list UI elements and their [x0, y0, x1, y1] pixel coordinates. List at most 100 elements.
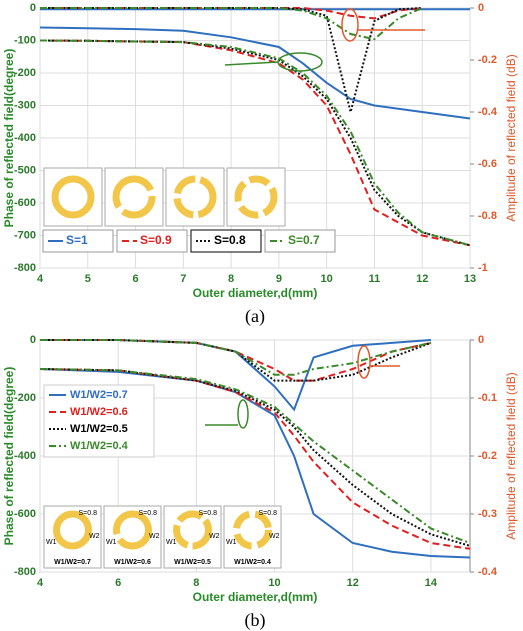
legend-box: [116, 229, 188, 253]
y-tick-label: -800: [14, 566, 36, 578]
y-axis-label: Phase of reflected field(degree): [2, 367, 16, 546]
x-tick-label: 5: [85, 273, 91, 285]
y2-tick-label: 0: [478, 334, 484, 346]
legend-label: S=0.9: [140, 233, 172, 247]
series-line: [39, 39, 471, 247]
inset-w1-label: W1: [46, 539, 57, 546]
ring-shape: [173, 175, 217, 219]
y-tick-label: 0: [30, 2, 36, 14]
annotation-shape: [341, 8, 359, 42]
y2-tick-label: -0.4: [478, 566, 498, 578]
legend-label: W1/W2=0.7: [70, 389, 128, 401]
inset-s-label: S=0.8: [139, 510, 158, 517]
inset-s-label: S=0.8: [79, 510, 98, 517]
inset-w2-label: W2: [149, 533, 160, 540]
y2-tick-label: -0.8: [478, 210, 497, 222]
inset-s-label: S=0.8: [199, 510, 218, 517]
y-tick-label: -200: [14, 67, 36, 79]
legend-box: [190, 229, 262, 253]
legend-frame: [43, 384, 155, 458]
inset-w1-label: W1: [166, 539, 177, 546]
x-tick-label: 8: [228, 273, 234, 285]
x-tick-label: 4: [37, 273, 44, 285]
ring-shape: [53, 510, 92, 550]
inset-w2-label: W2: [209, 533, 220, 540]
y-tick-label: -300: [14, 99, 36, 111]
x-tick-label: 10: [321, 273, 333, 285]
x-axis-label: Outer diameter,d(mm): [193, 590, 318, 604]
x-tick-label: 9: [276, 273, 282, 285]
x-tick-label: 13: [464, 273, 476, 285]
series-line: [40, 339, 432, 382]
x-tick-label: 6: [115, 577, 121, 589]
x-tick-label: 6: [132, 273, 138, 285]
ring-shape: [113, 510, 152, 550]
x-tick-label: 10: [268, 577, 280, 589]
ring-shape: [51, 175, 95, 219]
y-tick-label: -100: [14, 34, 36, 46]
series-line: [39, 368, 471, 547]
series-line: [39, 39, 471, 247]
inset-caption: W1/W2=0.7: [54, 559, 91, 566]
series-line: [40, 339, 432, 376]
inset-box: [223, 505, 282, 569]
series-line: [39, 26, 471, 120]
y-tick-label: -200: [14, 392, 36, 404]
y-tick-label: -400: [14, 132, 36, 144]
y2-tick-label: -0.2: [478, 54, 497, 66]
legend-box: [264, 229, 336, 253]
series-line: [39, 368, 471, 544]
ring-shape: [112, 175, 156, 219]
y-tick-label: -600: [14, 197, 36, 209]
legend-label: W1/W2=0.4: [70, 440, 129, 452]
insets: [43, 167, 286, 227]
inset-w1-label: W1: [106, 539, 117, 546]
y2-axis-label: Amplitude of reflected field (dB): [504, 54, 518, 221]
y2-tick-label: -0.3: [478, 508, 497, 520]
y2-tick-label: -1: [478, 262, 488, 274]
x-tick-label: 7: [180, 273, 186, 285]
y2-tick-label: -0.6: [478, 158, 497, 170]
ring-shape: [234, 175, 278, 219]
inset-w1-label: W1: [226, 539, 237, 546]
legend-label: S=0.7: [288, 233, 320, 247]
x-tick-label: 8: [193, 577, 199, 589]
inset-s-label: S=0.8: [259, 510, 278, 517]
y-tick-label: -700: [14, 229, 36, 241]
y2-axis-label: Amplitude of reflected field (dB): [504, 372, 518, 539]
legend-label: W1/W2=0.5: [70, 423, 128, 435]
legend-label: S=0.8: [214, 233, 246, 247]
legend-box: [42, 229, 114, 253]
x-tick-label: 12: [347, 577, 359, 589]
inset-caption: W1/W2=0.6: [114, 559, 151, 566]
ring-shape: [173, 510, 212, 550]
legend-label: S=1: [66, 233, 88, 247]
inset-w2-label: W2: [89, 533, 100, 540]
inset-caption: W1/W2=0.4: [234, 559, 271, 566]
series-line: [39, 368, 471, 559]
series-line: [39, 368, 471, 550]
inset-w2-label: W2: [269, 533, 280, 540]
series-line: [40, 7, 423, 41]
y-tick-label: -600: [14, 508, 36, 520]
x-tick-label: 4: [37, 577, 44, 589]
insets: S=0.8 W1 W2 W1/W2=0.7 S=0.8 W1 W2 W1/W2=0.6 S=0.…: [43, 505, 282, 569]
annotation-shape: [237, 399, 249, 429]
y-tick-label: -400: [14, 450, 36, 462]
y2-tick-label: -0.4: [478, 106, 498, 118]
series-line: [40, 7, 423, 113]
x-tick-label: 12: [416, 273, 428, 285]
series-line: [39, 39, 471, 247]
legend-label: W1/W2=0.6: [70, 406, 128, 418]
y-tick-label: 0: [30, 334, 36, 346]
inset-caption: W1/W2=0.5: [174, 559, 211, 566]
y2-tick-label: -0.2: [478, 450, 497, 462]
x-axis-label: Outer diameter,d(mm): [193, 286, 318, 300]
y2-tick-label: -0.1: [478, 392, 497, 404]
annotation-shape: [224, 61, 279, 66]
x-tick-label: 14: [425, 577, 438, 589]
figure-caption: (a): [245, 306, 265, 327]
y-tick-label: -500: [14, 164, 36, 176]
ring-shape: [233, 510, 272, 550]
